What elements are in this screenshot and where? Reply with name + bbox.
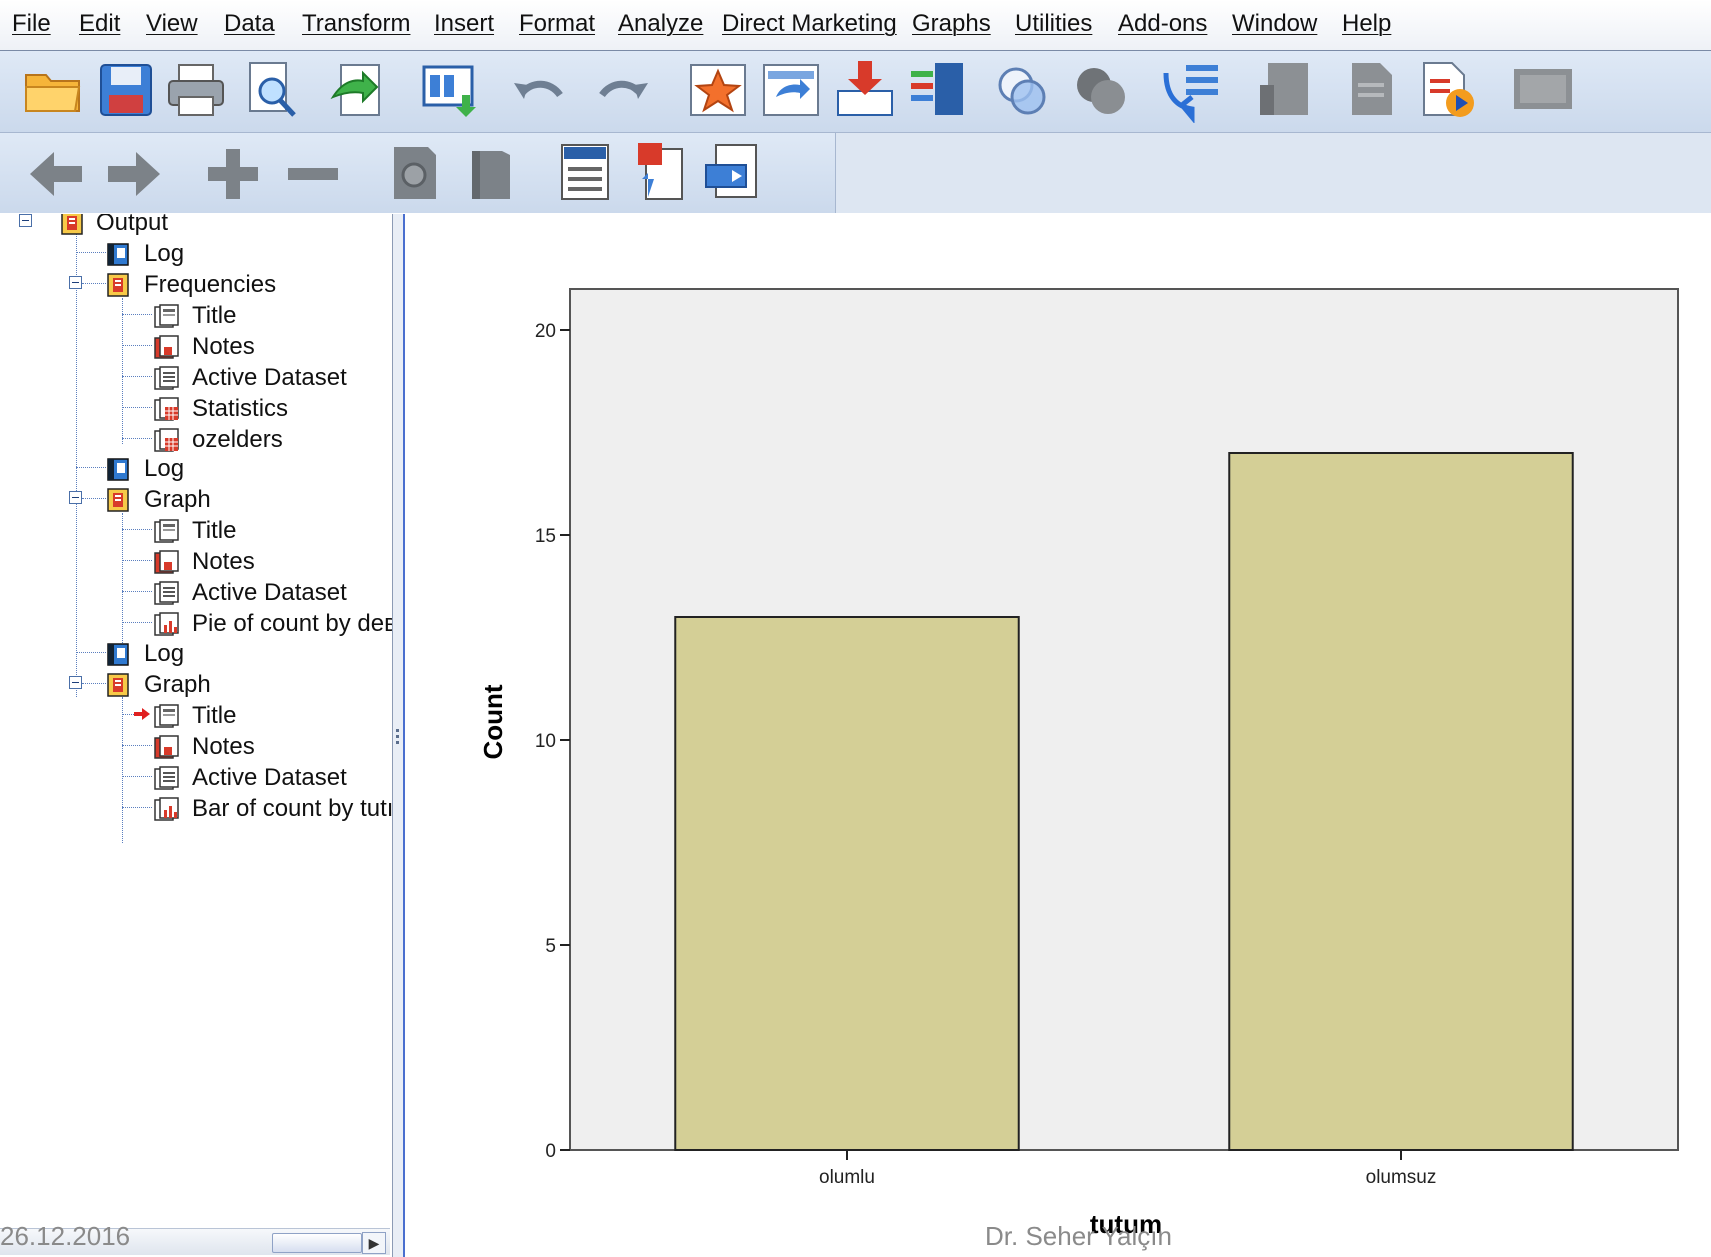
insert-heading-icon[interactable] bbox=[552, 139, 618, 205]
notes-icon bbox=[152, 333, 180, 361]
y-tick-label: 15 bbox=[535, 526, 556, 547]
title-icon bbox=[152, 702, 180, 730]
output-outline-tree[interactable]: Output Log Frequencies Title Notes Activ… bbox=[0, 214, 393, 1257]
menu-analyze[interactable]: Analyze bbox=[618, 10, 704, 37]
hide-icon[interactable] bbox=[458, 141, 524, 207]
spelling-icon[interactable] bbox=[1338, 57, 1404, 123]
bar bbox=[1228, 452, 1574, 1151]
toolbar-empty-area bbox=[836, 133, 1711, 213]
collapse-graph-toggle[interactable] bbox=[69, 491, 82, 504]
chart-icon bbox=[152, 610, 180, 638]
bar bbox=[674, 616, 1020, 1151]
title-icon bbox=[152, 302, 180, 330]
procedure-book-icon bbox=[104, 271, 132, 299]
y-tick-label: 10 bbox=[535, 731, 556, 752]
goto-case-icon[interactable] bbox=[685, 57, 751, 123]
show-all-variables-icon[interactable] bbox=[1252, 57, 1318, 123]
y-tick-label: 5 bbox=[545, 936, 556, 957]
recall-dialog-icon[interactable] bbox=[418, 57, 484, 123]
export-icon[interactable] bbox=[325, 57, 391, 123]
x-tick-label: olumlu bbox=[819, 1167, 875, 1188]
notes-icon bbox=[152, 548, 180, 576]
log-book-icon bbox=[104, 640, 132, 668]
menu-view[interactable]: View bbox=[146, 10, 198, 37]
output-content-pane[interactable]: 0 5 10 15 20 olumlu olumsuz Count tutum bbox=[405, 214, 1711, 1257]
scroll-right-arrow-icon[interactable]: ▶ bbox=[362, 1232, 386, 1254]
back-arrow-icon[interactable] bbox=[22, 141, 88, 207]
insert-text-icon[interactable] bbox=[700, 139, 766, 205]
dataset-icon bbox=[152, 764, 180, 792]
forward-arrow-icon[interactable] bbox=[102, 141, 168, 207]
chart-icon bbox=[152, 795, 180, 823]
print-preview-icon[interactable] bbox=[240, 57, 306, 123]
pane-splitter[interactable] bbox=[393, 214, 405, 1257]
scrollbar-thumb[interactable] bbox=[272, 1233, 362, 1253]
main-toolbar bbox=[0, 51, 1711, 133]
table-icon bbox=[152, 395, 180, 423]
open-folder-icon[interactable] bbox=[20, 57, 86, 123]
menu-bar: File Edit View Data Transform Insert For… bbox=[0, 0, 1711, 51]
menu-direct-marketing[interactable]: Direct Marketing bbox=[722, 10, 897, 37]
x-axis-label: tutum bbox=[1090, 1209, 1162, 1239]
menu-insert[interactable]: Insert bbox=[434, 10, 495, 37]
collapse-graph-toggle[interactable] bbox=[69, 676, 82, 689]
output-book-icon bbox=[58, 214, 86, 237]
footer-author: Dr. Seher Yalçın bbox=[985, 1221, 1172, 1251]
table-icon bbox=[152, 426, 180, 454]
log-book-icon bbox=[104, 455, 132, 483]
menu-graphs[interactable]: Graphs bbox=[912, 10, 991, 37]
use-sets-icon[interactable] bbox=[1068, 57, 1134, 123]
menu-file[interactable]: File bbox=[12, 10, 51, 37]
redo-icon[interactable] bbox=[588, 61, 654, 127]
menu-help[interactable]: Help bbox=[1342, 10, 1392, 37]
designate-window-icon[interactable] bbox=[1160, 57, 1226, 123]
collapse-output-toggle[interactable] bbox=[19, 214, 32, 227]
menu-utilities[interactable]: Utilities bbox=[1015, 10, 1093, 37]
outline-toolbar bbox=[0, 133, 836, 213]
menu-add-ons[interactable]: Add-ons bbox=[1118, 10, 1208, 37]
log-book-icon bbox=[104, 240, 132, 268]
bar-chart: 0 5 10 15 20 olumlu olumsuz Count tutum bbox=[478, 288, 1679, 1239]
menu-data[interactable]: Data bbox=[224, 10, 275, 37]
run-script-icon[interactable] bbox=[1412, 57, 1478, 123]
procedure-book-icon bbox=[104, 671, 132, 699]
collapse-frequencies-toggle[interactable] bbox=[69, 276, 82, 289]
dataset-icon bbox=[152, 364, 180, 392]
menu-transform[interactable]: Transform bbox=[302, 10, 411, 37]
footer-date: 26.12.2016 bbox=[0, 1221, 131, 1251]
script-icon[interactable] bbox=[1508, 57, 1574, 123]
menu-edit[interactable]: Edit bbox=[79, 10, 121, 37]
menu-window[interactable]: Window bbox=[1232, 10, 1318, 37]
insert-cases-icon[interactable] bbox=[832, 57, 898, 123]
undo-icon[interactable] bbox=[508, 61, 574, 127]
x-tick-label: olumsuz bbox=[1366, 1167, 1437, 1188]
y-tick-label: 20 bbox=[535, 321, 556, 342]
current-item-arrow-icon bbox=[134, 706, 150, 722]
notes-icon bbox=[152, 733, 180, 761]
show-icon[interactable] bbox=[380, 141, 446, 207]
procedure-book-icon bbox=[104, 486, 132, 514]
menu-format[interactable]: Format bbox=[519, 10, 596, 37]
select-cases-icon[interactable] bbox=[905, 57, 971, 123]
title-icon bbox=[152, 517, 180, 545]
y-axis-label: Count bbox=[478, 684, 508, 759]
collapse-minus-icon[interactable] bbox=[280, 141, 346, 207]
dataset-icon bbox=[152, 579, 180, 607]
tree-horizontal-scrollbar[interactable]: ▶ bbox=[0, 1228, 390, 1255]
expand-plus-icon[interactable] bbox=[200, 141, 266, 207]
save-icon[interactable] bbox=[93, 57, 159, 123]
value-labels-icon[interactable] bbox=[990, 57, 1056, 123]
print-icon[interactable] bbox=[163, 57, 229, 123]
y-tick-label: 0 bbox=[545, 1141, 556, 1162]
insert-title-icon[interactable] bbox=[626, 139, 692, 205]
goto-variable-icon[interactable] bbox=[758, 57, 824, 123]
